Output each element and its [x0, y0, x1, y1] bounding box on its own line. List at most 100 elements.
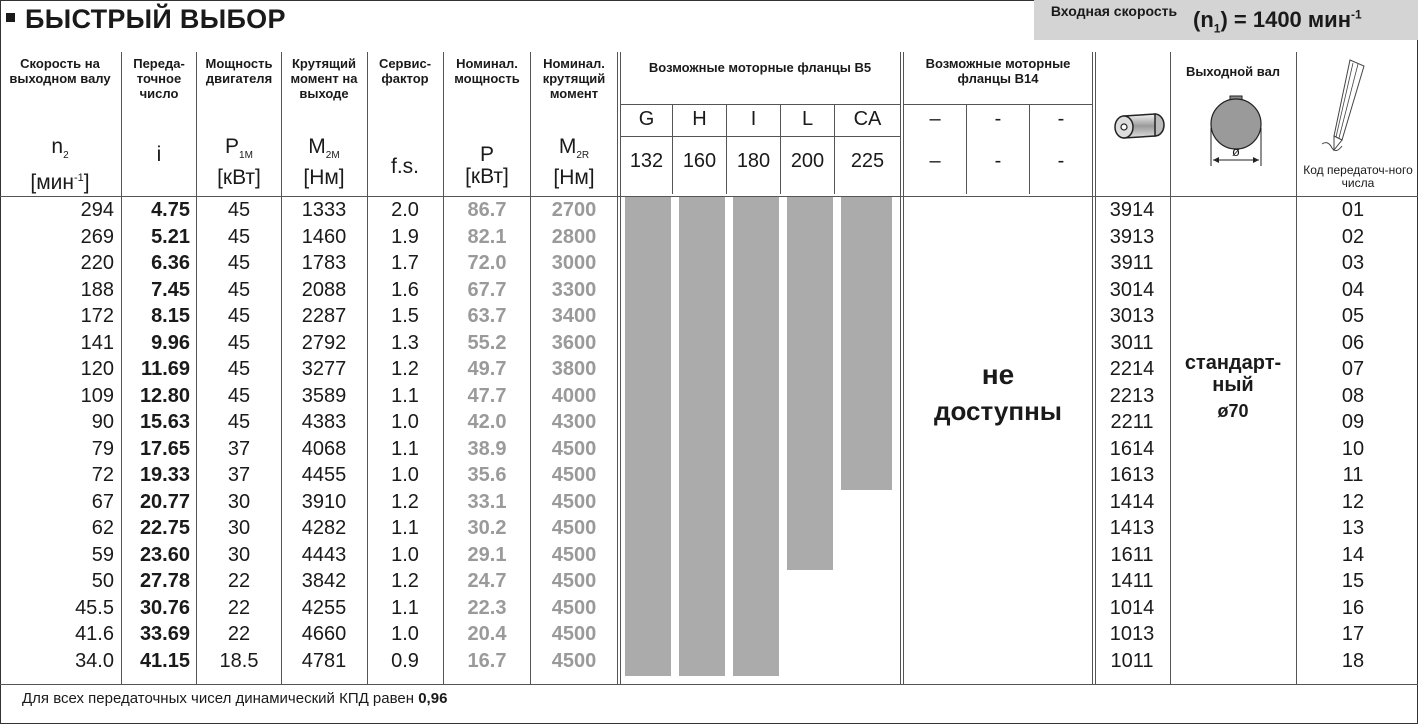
p-symbol: P — [479, 143, 494, 166]
cell-p: 49.7 — [467, 358, 507, 380]
cell-art: 1414 — [1109, 490, 1155, 513]
cell-i: 9.96 — [151, 331, 190, 354]
header-divider — [620, 196, 1418, 197]
header-fs-symbol: f.s. — [390, 155, 419, 178]
m2r-sub: 2R — [576, 150, 590, 162]
b5-letter-g: G — [638, 108, 655, 130]
n2-unit-end: ] — [83, 171, 90, 195]
cell-art: 3914 — [1109, 199, 1155, 221]
column-divider — [1029, 104, 1030, 194]
cell-code: 13 — [1341, 517, 1365, 539]
b14-header-divider — [903, 104, 1092, 105]
cell-i: 23.60 — [139, 543, 190, 566]
header-m2m-symbol: M2M [Нм] — [283, 136, 365, 189]
cell-art: 1413 — [1109, 517, 1155, 539]
header-fs-label: Сервис-фактор — [378, 56, 432, 86]
b5-letter-ca: CA — [853, 108, 882, 130]
b5-size-200: 200 — [790, 150, 825, 172]
cell-i: 30.76 — [139, 596, 190, 619]
p1m-unit: [кВт] — [217, 166, 261, 190]
cell-p: 30.2 — [467, 517, 507, 539]
header-i-label: Переда-точное число — [133, 56, 185, 101]
cell-m2r: 4500 — [551, 437, 597, 460]
cell-p: 35.6 — [467, 464, 507, 486]
cell-p1m: 18.5 — [219, 649, 259, 672]
cell-p1m: 45 — [227, 305, 251, 327]
cell-i: 4.75 — [151, 199, 190, 221]
cell-fs: 1.0 — [391, 464, 419, 486]
cell-fs: 1.2 — [391, 358, 419, 380]
cell-p1m: 45 — [227, 411, 251, 433]
cell-art: 1011 — [1110, 649, 1154, 672]
b14-size-1: – — [929, 150, 941, 172]
column-divider — [966, 104, 967, 194]
header-n2-symbol: n2 [мин-1] — [2, 136, 118, 194]
cell-fs: 1.1 — [391, 384, 419, 407]
header-m2r-label: Номинал. крутящий момент — [542, 56, 606, 101]
cell-fs: 0.9 — [391, 649, 419, 672]
cell-n2: 62 — [91, 517, 114, 539]
b14-not-available-line2: доступны — [934, 396, 1062, 426]
n2-sub: 2 — [63, 150, 69, 162]
cell-n2: 188 — [80, 278, 114, 301]
cell-fs: 1.7 — [391, 252, 419, 274]
footnote-value: 0,96 — [418, 690, 448, 707]
cell-n2: 172 — [80, 305, 114, 327]
b5-availability-bar-ca — [841, 197, 892, 490]
cell-n2: 269 — [80, 225, 114, 248]
header-m2m-label: Крутящий момент на выходе — [290, 56, 358, 101]
cell-fs: 2.0 — [391, 199, 419, 221]
column-divider — [1296, 52, 1297, 684]
cell-code: 06 — [1341, 331, 1365, 354]
column-divider — [903, 52, 904, 684]
input-speed-prefix: (n — [1193, 7, 1214, 32]
cell-i: 17.65 — [139, 437, 190, 460]
cell-n2: 109 — [80, 384, 114, 407]
b5-letter-i: I — [750, 108, 757, 130]
header-p-label: Номинал. мощность — [454, 56, 520, 86]
cell-art: 3011 — [1110, 331, 1154, 354]
input-speed-label: Входная скорость — [1050, 3, 1178, 19]
cell-i: 33.69 — [139, 623, 190, 645]
cell-m2r: 3300 — [551, 278, 597, 301]
cell-m2r: 4500 — [551, 517, 597, 539]
cell-m2m: 1333 — [301, 199, 347, 221]
b5-size-225: 225 — [850, 150, 885, 172]
cell-n2: 41.6 — [75, 623, 114, 645]
cell-m2r: 3000 — [551, 252, 597, 274]
cell-m2r: 3800 — [551, 358, 597, 380]
cell-p1m: 45 — [227, 331, 251, 354]
n2-unit-sup: -1 — [73, 172, 84, 185]
cell-p1m: 37 — [227, 437, 251, 460]
header-p1m-symbol: P1M [кВт] — [198, 136, 280, 189]
cell-art: 1013 — [1109, 623, 1155, 645]
b14-letter-2: - — [994, 108, 1002, 130]
cell-p: 82.1 — [467, 225, 507, 248]
column-divider — [617, 52, 618, 684]
cell-n2: 120 — [80, 358, 114, 380]
cell-fs: 1.1 — [391, 437, 419, 460]
cell-p: 72.0 — [467, 252, 507, 274]
column-divider — [530, 52, 531, 684]
n2-symbol: n — [51, 135, 64, 158]
cell-code: 11 — [1342, 464, 1364, 486]
cell-n2: 220 — [80, 252, 114, 274]
cell-m2r: 4500 — [551, 596, 597, 619]
column-divider — [834, 104, 835, 194]
cell-p1m: 22 — [227, 570, 251, 592]
cell-m2m: 4068 — [301, 437, 347, 460]
cell-n2: 67 — [91, 490, 114, 513]
cell-m2r: 4500 — [551, 570, 597, 592]
cell-art: 1014 — [1109, 596, 1155, 619]
cell-fs: 1.6 — [391, 278, 419, 301]
header-b14-label: Возможные моторные фланцы В14 — [925, 56, 1071, 86]
cell-code: 09 — [1341, 411, 1365, 433]
shaft-diameter-symbol: ø — [1232, 144, 1240, 159]
b14-size-3: - — [1057, 150, 1065, 172]
cell-m2m: 3589 — [301, 384, 347, 407]
cell-p1m: 45 — [227, 225, 251, 248]
b5-availability-bar-h — [679, 197, 725, 676]
cell-art: 3013 — [1109, 305, 1155, 327]
cell-i: 12.80 — [139, 384, 190, 407]
cell-code: 01 — [1341, 199, 1365, 221]
